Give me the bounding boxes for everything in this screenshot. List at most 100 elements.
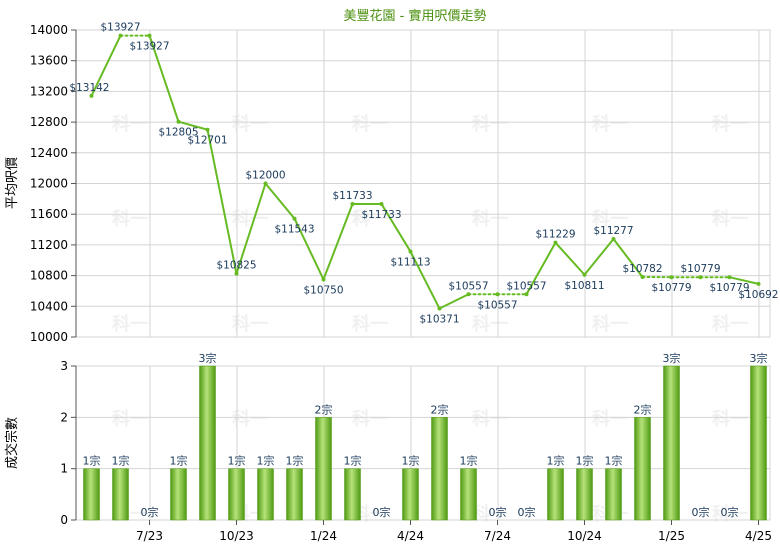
watermark-text: 科一	[232, 113, 268, 135]
price-point	[553, 240, 558, 245]
watermark-text: 科一	[592, 408, 628, 430]
price-point-label: $11113	[390, 257, 430, 269]
price-point	[582, 272, 587, 277]
price-point-label: $11543	[274, 224, 314, 236]
volume-y-tick-label: 2	[60, 410, 68, 424]
price-line-segment	[264, 182, 296, 220]
price-line-segment	[148, 34, 180, 123]
price-y-tick-label: 12000	[30, 177, 68, 191]
watermark-text: 科一	[352, 208, 388, 230]
price-point-label: $10825	[216, 260, 256, 272]
x-tick-label: 7/23	[136, 529, 163, 543]
volume-bar	[170, 468, 187, 521]
x-tick-label: 10/23	[219, 529, 254, 543]
price-point	[176, 119, 181, 124]
price-point-label: $10371	[419, 314, 459, 326]
price-point-label: $11733	[332, 190, 372, 202]
volume-bar	[344, 468, 361, 521]
volume-bar	[460, 468, 477, 521]
volume-bar-label: 1宗	[286, 454, 304, 468]
price-line-segment	[90, 34, 122, 97]
price-point-label: $12701	[187, 135, 227, 147]
price-y-tick-label: 10400	[30, 299, 68, 313]
volume-bar-label: 1宗	[460, 454, 478, 468]
watermark-text: 科一	[712, 208, 748, 230]
price-point	[321, 277, 326, 282]
watermark-text: 科一	[112, 313, 148, 335]
watermark-text: 科一	[472, 113, 508, 135]
price-point-label: $13142	[69, 82, 109, 94]
watermark-text: 科一	[712, 408, 748, 430]
volume-bar-label: 1宗	[112, 454, 130, 468]
price-point-label: $11277	[593, 225, 633, 237]
price-point-label: $11229	[535, 229, 575, 241]
price-point-label: $12000	[245, 170, 285, 182]
volume-bar-label: 3宗	[750, 351, 768, 365]
price-point	[437, 306, 442, 311]
price-y-tick-label: 10000	[30, 330, 68, 344]
watermark-text: 科一	[472, 408, 508, 430]
x-tick-label: 1/24	[310, 529, 337, 543]
price-line-segment	[380, 202, 412, 253]
x-tick-label: 10/24	[567, 529, 602, 543]
price-point	[350, 201, 355, 206]
watermark-text: 科一	[232, 313, 268, 335]
volume-bar	[634, 417, 651, 521]
price-point-label: $10779	[709, 282, 749, 294]
volume-bar	[547, 468, 564, 521]
price-point-label: $13927	[129, 41, 169, 53]
volume-bar-label: 0宗	[489, 505, 507, 519]
price-point-label: $10779	[680, 263, 720, 275]
volume-bar	[315, 417, 332, 521]
watermark-text: 科一	[712, 113, 748, 135]
price-point	[118, 33, 123, 38]
watermark-text: 科一	[472, 208, 508, 230]
price-point	[408, 249, 413, 254]
price-point	[234, 271, 239, 276]
volume-axis-label: 成交宗數	[4, 417, 20, 469]
price-y-tick-label: 11200	[30, 238, 68, 252]
price-point-label: $10779	[651, 282, 691, 294]
volume-bar	[228, 468, 245, 521]
watermark-text: 科一	[352, 113, 388, 135]
volume-bar	[83, 468, 100, 521]
price-point	[89, 93, 94, 98]
volume-bar	[576, 468, 593, 521]
volume-bar-label: 2宗	[315, 402, 333, 416]
volume-bar-label: 3宗	[663, 351, 681, 365]
price-y-tick-label: 10800	[30, 269, 68, 283]
volume-bar	[431, 417, 448, 521]
volume-bar	[402, 468, 419, 521]
price-point	[379, 201, 384, 206]
price-line-segment	[612, 237, 644, 278]
volume-bar	[257, 468, 274, 521]
volume-bar-label: 0宗	[692, 505, 710, 519]
watermark-text: 科一	[352, 313, 388, 335]
x-tick-label: 4/24	[397, 529, 424, 543]
price-point	[263, 181, 268, 186]
volume-y-tick-label: 1	[60, 462, 68, 476]
watermark-text: 科一	[352, 408, 388, 430]
x-tick-label: 1/25	[658, 529, 685, 543]
price-point-label: $11733	[361, 209, 401, 221]
volume-bar	[112, 468, 129, 521]
price-point-label: $12805	[158, 127, 198, 139]
price-point-label: $10782	[622, 263, 662, 275]
watermark-text: 科一	[472, 313, 508, 335]
price-point	[727, 275, 732, 280]
price-point-label: $13927	[100, 22, 140, 34]
price-y-tick-label: 12800	[30, 115, 68, 129]
price-point	[524, 292, 529, 297]
price-line-segment	[583, 237, 615, 276]
price-point	[147, 33, 152, 38]
price-line-segment	[554, 241, 586, 276]
watermark-text: 科一	[112, 408, 148, 430]
watermark-text: 科一	[112, 113, 148, 135]
x-tick-label: 4/25	[745, 529, 772, 543]
volume-bar-label: 1宗	[605, 454, 623, 468]
watermark-text: 科一	[112, 208, 148, 230]
watermark-text: 科一	[232, 208, 268, 230]
price-point	[495, 292, 500, 297]
